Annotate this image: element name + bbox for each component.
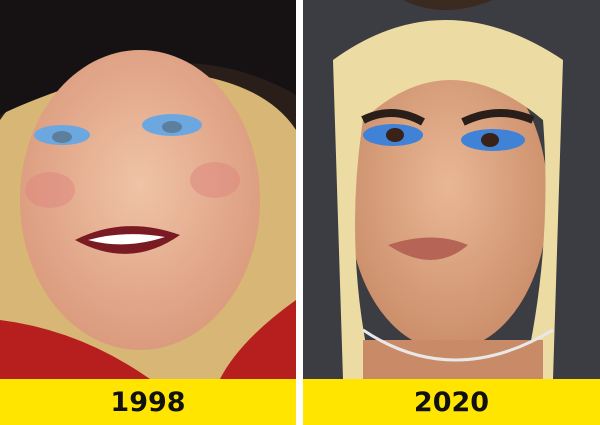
panel-2020: 2020	[303, 0, 600, 425]
year-label-1998: 1998	[0, 379, 296, 425]
photo-2020	[303, 0, 600, 379]
panel-1998: 1998	[0, 0, 296, 425]
photo-1998	[0, 0, 296, 379]
year-label-2020: 2020	[303, 379, 600, 425]
